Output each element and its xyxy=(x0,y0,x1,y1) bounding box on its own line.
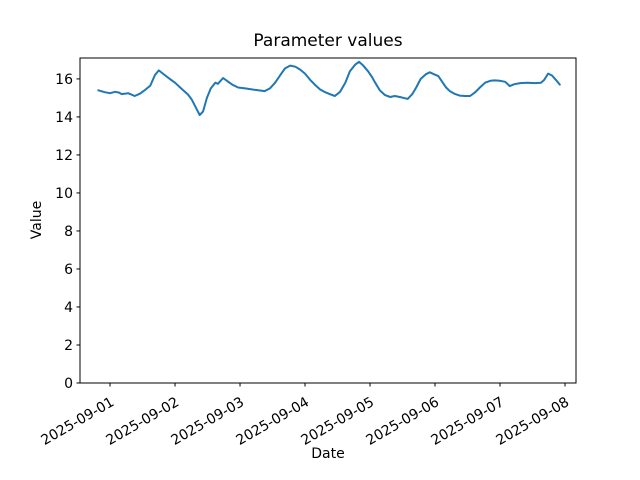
x-axis-ticks: 2025-09-012025-09-022025-09-032025-09-04… xyxy=(39,383,572,449)
y-tick-label: 12 xyxy=(55,148,73,164)
y-tick-label: 8 xyxy=(64,224,73,240)
x-tick-label: 2025-09-04 xyxy=(234,394,313,449)
x-tick-label: 2025-09-02 xyxy=(104,394,182,449)
y-tick-label: 4 xyxy=(64,300,73,316)
x-tick-label: 2025-09-03 xyxy=(169,394,247,449)
y-axis-ticks: 0 2 4 6 8 10 12 14 16 xyxy=(55,72,80,392)
data-line-parameter xyxy=(97,60,561,116)
y-tick-label: 0 xyxy=(64,376,73,392)
axes-spines xyxy=(79,57,577,384)
y-tick-label: 6 xyxy=(64,262,73,278)
y-tick-label: 14 xyxy=(55,110,73,126)
x-axis-label: Date xyxy=(311,446,345,462)
x-tick-label: 2025-09-07 xyxy=(429,394,507,449)
x-tick-label: 2025-09-01 xyxy=(39,394,117,449)
x-tick-label: 2025-09-08 xyxy=(494,394,572,449)
chart-title: Parameter values xyxy=(253,31,403,51)
y-tick-label: 10 xyxy=(55,186,73,202)
x-tick-label: 2025-09-06 xyxy=(364,394,443,449)
y-tick-label: 2 xyxy=(64,338,73,354)
y-tick-label: 16 xyxy=(55,72,73,88)
x-tick-label: 2025-09-05 xyxy=(299,394,377,449)
